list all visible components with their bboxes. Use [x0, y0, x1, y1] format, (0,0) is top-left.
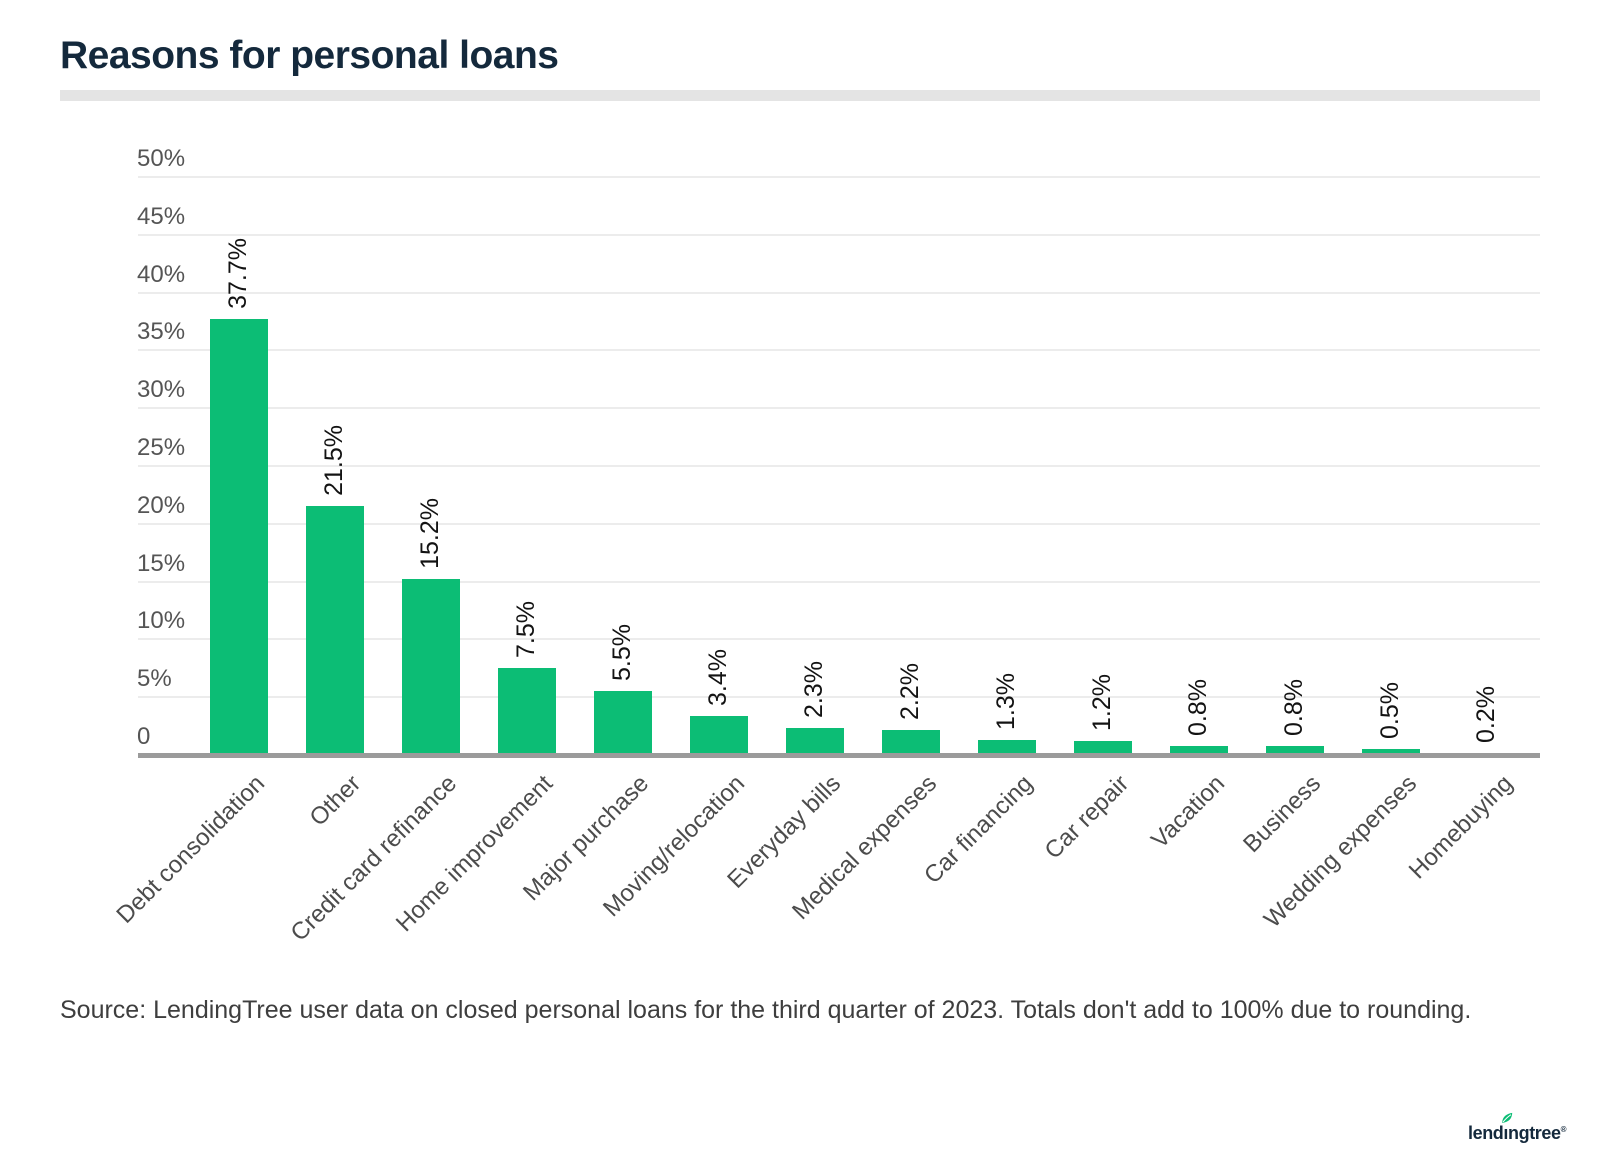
leaf-icon — [1502, 1112, 1513, 1123]
y-axis-tick-label: 20% — [137, 492, 186, 519]
bar — [1074, 741, 1132, 755]
bar — [1266, 746, 1324, 755]
bar — [978, 740, 1036, 755]
gridline — [138, 407, 1540, 409]
bar — [1170, 746, 1228, 755]
y-axis-tick-label: 15% — [137, 550, 186, 577]
logo-text-before: lend — [1468, 1123, 1504, 1143]
y-axis-tick-label: 0 — [137, 723, 151, 750]
bar-value-label: 1.3% — [992, 673, 1020, 730]
bar — [786, 728, 844, 755]
bar — [306, 506, 364, 755]
bar-value-label: 0.8% — [1280, 679, 1308, 736]
y-axis-tick-label: 10% — [137, 607, 186, 634]
bar — [690, 716, 748, 755]
y-axis-tick-label: 40% — [137, 261, 186, 288]
bar-value-label: 21.5% — [320, 425, 348, 496]
gridline — [138, 349, 1540, 351]
gridline — [138, 523, 1540, 525]
bar-value-label: 15.2% — [416, 498, 444, 569]
bar-value-label: 3.4% — [704, 649, 732, 706]
logo-dotless-i: ı — [1503, 1123, 1509, 1143]
y-axis-tick-label: 35% — [137, 318, 186, 345]
bar — [594, 691, 652, 755]
bar-value-label: 5.5% — [608, 624, 636, 681]
gridline — [138, 638, 1540, 640]
y-axis-tick-label: 45% — [137, 203, 186, 230]
bar — [402, 579, 460, 755]
logo-text-after: ngtree — [1508, 1123, 1561, 1143]
logo-trademark: ® — [1560, 1125, 1567, 1134]
bar-value-label: 2.3% — [800, 661, 828, 718]
source-note: Source: LendingTree user data on closed … — [60, 996, 1472, 1024]
bar-value-label: 2.2% — [896, 663, 924, 720]
y-axis-tick-label: 5% — [137, 665, 172, 692]
lendingtree-logo: lendı ngtree® — [1468, 1112, 1567, 1143]
bar-value-label: 0.2% — [1472, 686, 1500, 743]
y-axis-tick-label: 25% — [137, 434, 186, 461]
bar-value-label: 0.5% — [1376, 682, 1404, 739]
bar — [210, 319, 268, 755]
gridline — [138, 234, 1540, 236]
bar-value-label: 37.7% — [224, 238, 252, 309]
bar-value-label: 7.5% — [512, 601, 540, 658]
title-divider — [60, 90, 1540, 101]
logo-i: ı — [1502, 1112, 1513, 1143]
y-axis-tick-label: 30% — [137, 376, 186, 403]
gridline — [138, 581, 1540, 583]
bar-value-label: 0.8% — [1184, 679, 1212, 736]
gridline — [138, 696, 1540, 698]
page-title: Reasons for personal loans — [60, 34, 559, 77]
gridline — [138, 292, 1540, 294]
bar — [882, 730, 940, 755]
gridline — [138, 465, 1540, 467]
y-axis-tick-label: 50% — [137, 145, 186, 172]
bar — [498, 668, 556, 755]
bar-value-label: 1.2% — [1088, 674, 1116, 731]
bar — [1362, 749, 1420, 755]
gridline — [138, 176, 1540, 178]
x-axis-line — [138, 753, 1540, 758]
